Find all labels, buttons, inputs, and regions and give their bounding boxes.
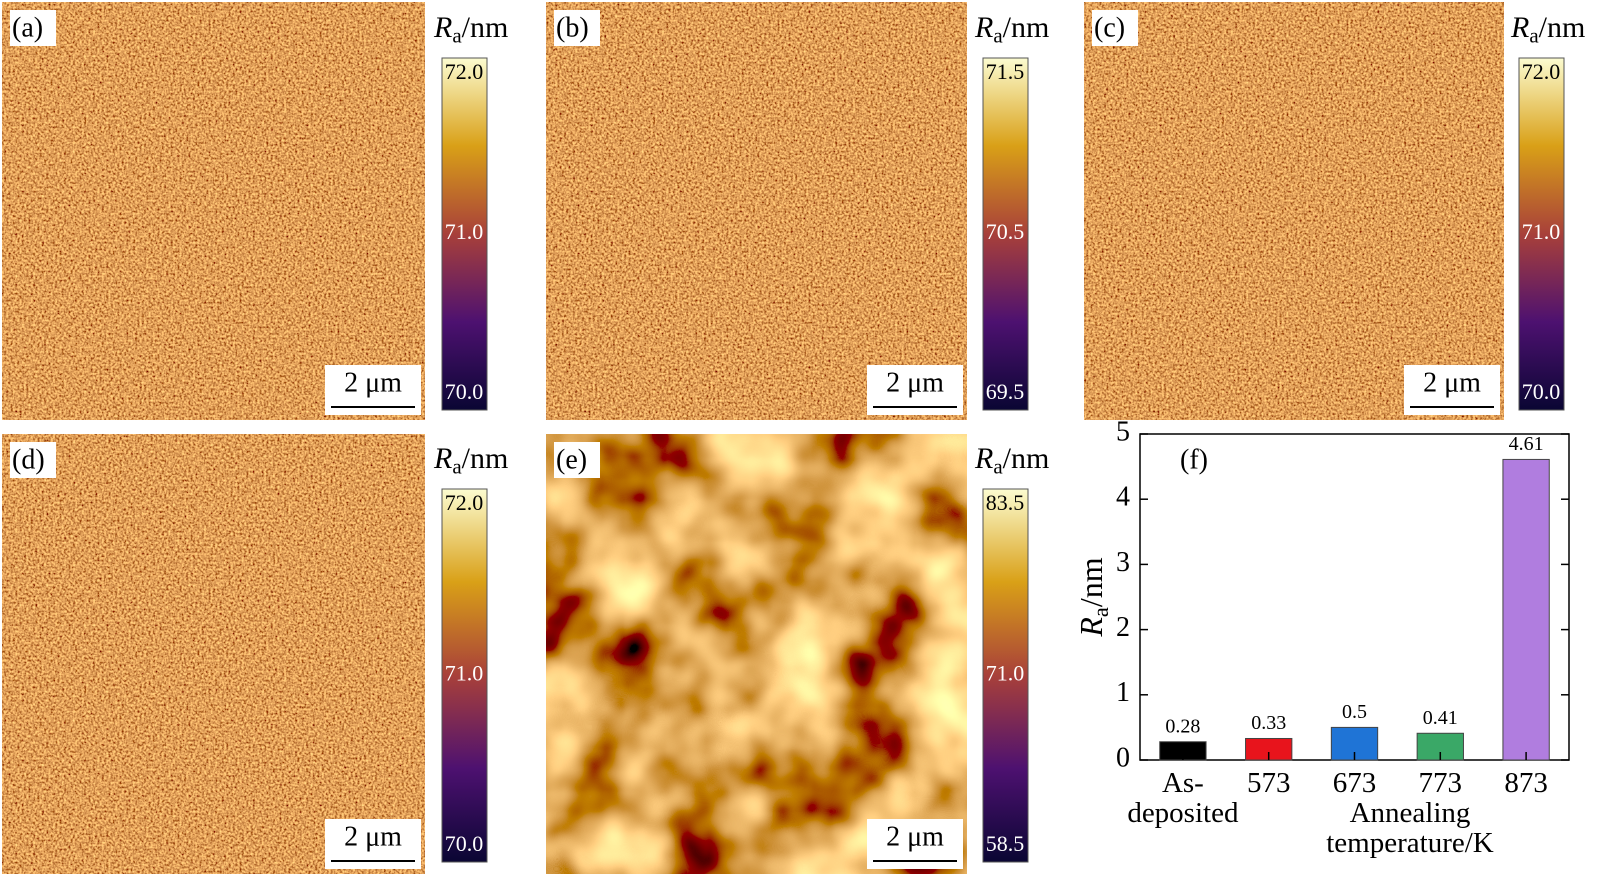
x-tick-label: As- deposited (1127, 767, 1239, 829)
quantity-label: Ra/nm (433, 11, 508, 47)
scale-bar-label: 2 μm (886, 367, 944, 398)
panel-label-bg (10, 442, 56, 478)
colorbar-tick-label: 71.0 (445, 661, 484, 686)
colorbar-tick-label: 70.5 (986, 219, 1025, 244)
x-axis-label: Annealing temperature/K (1326, 797, 1494, 859)
y-tick-label: 2 (1116, 612, 1130, 643)
panel-label: (d) (12, 444, 45, 475)
colorbar-tick-label: 70.0 (445, 831, 484, 856)
unit: /nm (462, 442, 509, 475)
colorbar-tick-label: 69.5 (986, 379, 1025, 404)
value-label: 0.41 (1423, 707, 1458, 729)
afm-image (1, 1, 426, 421)
panel-label: (e) (556, 444, 587, 475)
quantity-label: Ra/nm (1510, 11, 1585, 47)
symbol: R (974, 442, 993, 475)
x-tick-label: 673 (1332, 767, 1377, 799)
x-tick-label: 773 (1418, 767, 1463, 799)
unit: /nm (462, 11, 509, 44)
unit: /nm (1073, 557, 1109, 607)
panel-label-bg (554, 10, 600, 46)
value-label: 0.28 (1165, 715, 1200, 737)
colorbar-tick-label: 83.5 (986, 490, 1025, 515)
subscript: a (993, 23, 1003, 47)
x-tick-label: 573 (1246, 767, 1291, 799)
y-tick-label: 0 (1116, 742, 1130, 773)
colorbar-tick-label: 71.0 (1522, 219, 1561, 244)
panel-label-bg (554, 442, 600, 478)
colorbar-tick-label: 58.5 (986, 831, 1025, 856)
quantity-label: Ra/nm (1073, 557, 1113, 637)
symbol: R (433, 11, 452, 44)
colorbar (441, 57, 488, 411)
scale-bar-label: 2 μm (344, 821, 402, 852)
colorbar-tick-label: 71.5 (986, 59, 1025, 84)
x-tick-label: 873 (1504, 767, 1548, 799)
y-tick-label: 1 (1116, 677, 1130, 708)
value-label: 0.33 (1251, 712, 1286, 734)
symbol: R (1073, 617, 1109, 638)
y-tick-label: 5 (1116, 416, 1130, 447)
panel-label: (c) (1094, 12, 1125, 43)
colorbar-tick-label: 72.0 (445, 59, 484, 84)
bar (1502, 458, 1550, 761)
subscript: a (452, 454, 462, 478)
colorbar-tick-label: 72.0 (445, 490, 484, 515)
unit: /nm (1539, 11, 1586, 44)
unit: /nm (1003, 442, 1050, 475)
panel-label-bg (1092, 10, 1138, 46)
colorbar-tick-label: 72.0 (1522, 59, 1561, 84)
quantity-label: Ra/nm (433, 442, 508, 478)
y-tick-label: 3 (1116, 547, 1130, 578)
scale-bar-label: 2 μm (344, 367, 402, 398)
subscript: a (1529, 23, 1539, 47)
colorbar (441, 488, 488, 863)
colorbar (982, 57, 1029, 411)
colorbar-tick-label: 71.0 (986, 661, 1025, 686)
panel-label: (b) (556, 12, 589, 43)
y-tick-label: 4 (1116, 482, 1130, 513)
colorbar-tick-label: 70.0 (1522, 379, 1561, 404)
scale-bar-label: 2 μm (1423, 367, 1481, 398)
panel-label-bg (10, 10, 56, 46)
symbol: R (1510, 11, 1529, 44)
bar (1416, 732, 1464, 761)
quantity-label: Ra/nm (974, 442, 1049, 478)
subscript: a (993, 454, 1003, 478)
colorbar-tick-label: 71.0 (445, 219, 484, 244)
quantity-label: Ra/nm (974, 11, 1049, 47)
afm-image (1, 433, 426, 875)
symbol: R (433, 442, 452, 475)
subscript: a (452, 23, 462, 47)
colorbar (982, 488, 1029, 863)
symbol: R (974, 11, 993, 44)
value-label: 4.61 (1509, 433, 1544, 455)
afm-image (545, 433, 968, 875)
colorbar (1518, 57, 1565, 411)
subscript: a (1088, 607, 1113, 617)
panel-label: (a) (12, 12, 43, 43)
value-label: 0.5 (1342, 701, 1367, 723)
unit: /nm (1003, 11, 1050, 44)
afm-image (545, 1, 968, 421)
colorbar-tick-label: 70.0 (445, 379, 484, 404)
panel-label: (f) (1180, 444, 1208, 475)
scale-bar-label: 2 μm (886, 821, 944, 852)
afm-image (1083, 1, 1505, 421)
